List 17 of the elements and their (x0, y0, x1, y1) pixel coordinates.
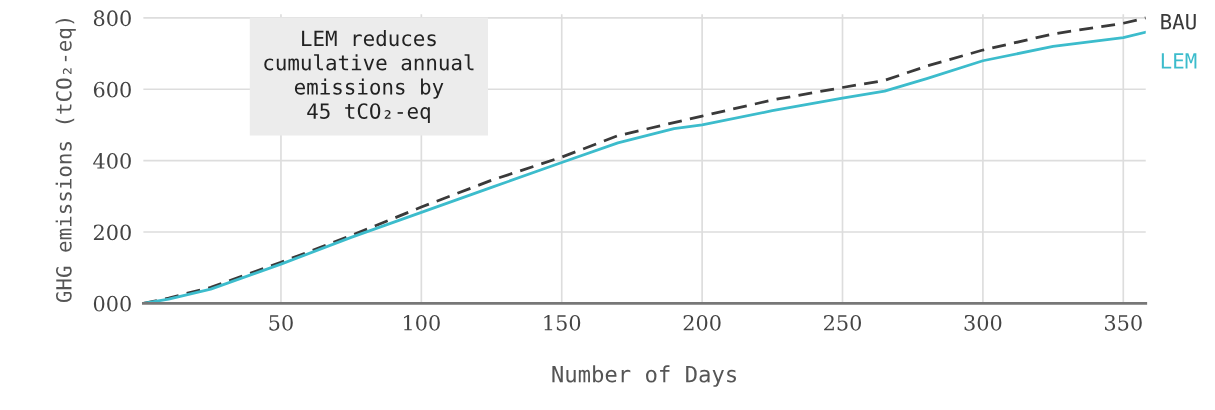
series-label: BAU (1161, 14, 1196, 30)
y-axis-title: GHG emissions (tCO₂-eq) (55, 18, 76, 303)
annotation: LEM reduces cumulative annual emissions by 45 tCO₂-eq (264, 30, 474, 124)
x-tick-label: 350 (1104, 314, 1142, 331)
x-tick-label: 250 (824, 314, 861, 331)
y-tick-label: 000 (93, 295, 131, 312)
y-tick-label: 400 (93, 153, 131, 169)
x-tick-label: 200 (683, 314, 721, 331)
x-tick-label: 150 (544, 314, 581, 331)
y-tick-label: 600 (93, 81, 131, 98)
x-tick-label: 100 (404, 314, 440, 331)
y-tick-label: 800 (93, 10, 131, 27)
x-tick-label: 300 (964, 314, 1002, 331)
x-tick-label: 50 (269, 314, 293, 331)
x-axis-title: Number of Days (552, 365, 737, 387)
y-tick-label: 200 (93, 224, 131, 241)
series-label: LEM (1161, 53, 1197, 69)
